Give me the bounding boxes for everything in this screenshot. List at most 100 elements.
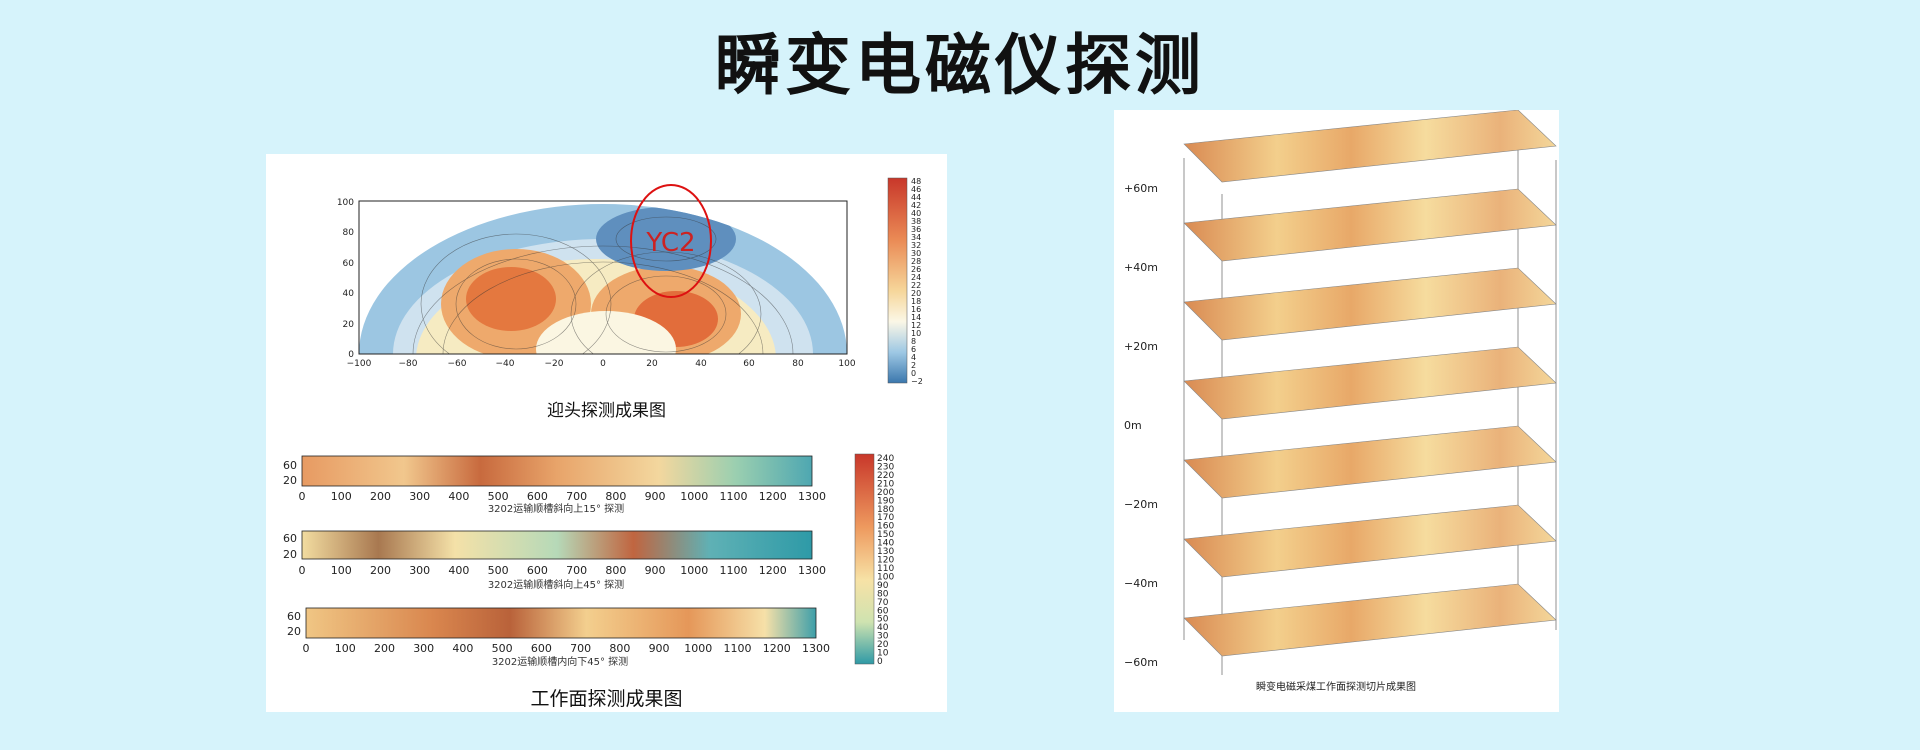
strip-caption: 3202运输顺槽内向下45° 探测: [492, 655, 628, 668]
strip-x-tick: 0: [303, 642, 310, 655]
fan-y-tick: 100: [337, 198, 354, 208]
fan-colorbar-tick: 34: [911, 233, 921, 242]
strip-x-tick: 1200: [759, 564, 787, 577]
fan-colorbar-tick: 6: [911, 345, 916, 354]
strip-colorbar-tick: 230: [877, 462, 894, 472]
fan-x-tick: 0: [600, 359, 606, 369]
fan-colorbar-tick: 16: [911, 305, 921, 314]
strip-caption: 3202运输顺槽斜向上15° 探测: [488, 502, 624, 515]
strip-colorbar-tick: 130: [877, 547, 894, 557]
strip-colorbar-tick: 120: [877, 556, 894, 566]
fan-y-tick: 20: [343, 320, 355, 330]
strip-x-tick: 0: [299, 490, 306, 503]
strip-colorbar-tick: 140: [877, 539, 894, 549]
fan-x-tick: 100: [838, 359, 855, 369]
strip-x-tick: 1100: [720, 564, 748, 577]
strip-x-tick: 100: [331, 564, 352, 577]
strip-plot-3: [305, 607, 817, 639]
fan-x-tick: −100: [347, 359, 372, 369]
fan-x-tick: −80: [399, 359, 418, 369]
strip-colorbar-tick: 20: [877, 640, 889, 650]
strip-colorbar-tick: 170: [877, 513, 894, 523]
fan-colorbar-tick: 44: [911, 193, 921, 202]
strip-x-tick: 100: [335, 642, 356, 655]
strip-colorbar-tick: 70: [877, 598, 889, 608]
strip-y-tick: 60: [287, 610, 301, 623]
fan-colorbar-tick: 32: [911, 241, 921, 250]
fan-x-tick: −40: [496, 359, 515, 369]
strip-colorbar-tick: 210: [877, 479, 894, 489]
fan-x-tick: 60: [743, 359, 755, 369]
strip-x-tick: 100: [331, 490, 352, 503]
strip-x-tick: 200: [374, 642, 395, 655]
fan-colorbar-tick: 48: [911, 177, 921, 186]
strip-x-tick: 500: [488, 490, 509, 503]
strip-x-tick: 500: [492, 642, 513, 655]
strip-x-tick: 1200: [763, 642, 791, 655]
anomaly-circle: [630, 184, 712, 298]
fan-y-tick: 60: [343, 259, 355, 269]
fan-colorbar-tick: 4: [911, 353, 916, 362]
fan-colorbar-tick: 38: [911, 217, 921, 226]
strip-x-tick: 800: [605, 490, 626, 503]
strip-x-tick: 800: [609, 642, 630, 655]
level-label: −40m: [1124, 577, 1158, 590]
strip-x-tick: 700: [570, 642, 591, 655]
strip-x-tick: 1300: [798, 490, 826, 503]
strip-colorbar-tick: 200: [877, 488, 894, 498]
fan-colorbar-tick: 2: [911, 361, 916, 370]
strip-colorbar-tick: 160: [877, 522, 894, 532]
strip-colorbar-tick: 110: [877, 564, 894, 574]
workface-caption: 工作面探测成果图: [530, 688, 683, 710]
fan-plot-caption: 迎头探测成果图: [547, 401, 666, 421]
strip-colorbar-tick: 30: [877, 632, 889, 642]
fan-x-tick: 20: [646, 359, 658, 369]
strip-x-tick: 500: [488, 564, 509, 577]
fan-colorbar-tick: 40: [911, 209, 921, 218]
strip-colorbar-tick: 240: [877, 454, 894, 464]
depth-slice: [1183, 109, 1557, 183]
strip-x-tick: 1100: [724, 642, 752, 655]
fan-colorbar-tick: 28: [911, 257, 921, 266]
strip-x-tick: 600: [527, 490, 548, 503]
strip-colorbar-tick: 150: [877, 530, 894, 540]
fan-colorbar-tick: 36: [911, 225, 921, 234]
strip-plot-1: [301, 455, 813, 487]
fan-colorbar-tick: −2: [911, 377, 923, 386]
strip-x-tick: 800: [605, 564, 626, 577]
level-label: +60m: [1124, 182, 1158, 195]
depth-slice: [1183, 346, 1557, 420]
fan-colorbar-tick: 42: [911, 201, 921, 210]
strip-y-tick: 20: [283, 474, 297, 487]
fan-colorbar-tick: 0: [911, 369, 916, 378]
depth-slice: [1183, 504, 1557, 578]
depth-slice: [1183, 188, 1557, 262]
strip-x-tick: 1000: [684, 642, 712, 655]
fan-y-tick: 0: [348, 350, 354, 360]
fan-colorbar-tick: 18: [911, 297, 921, 306]
strip-colorbar-tick: 10: [877, 649, 889, 659]
level-label: −20m: [1124, 498, 1158, 511]
fan-colorbar-tick: 10: [911, 329, 921, 338]
anomaly-label: YC2: [645, 228, 695, 258]
fan-colorbar-tick: 26: [911, 265, 921, 274]
strip-x-tick: 600: [531, 642, 552, 655]
strip-x-tick: 1000: [680, 564, 708, 577]
strip-x-tick: 200: [370, 564, 391, 577]
fan-colorbar-tick: 14: [911, 313, 921, 322]
level-label: 0m: [1124, 419, 1142, 432]
fan-y-tick: 40: [343, 289, 355, 299]
strip-y-tick: 60: [283, 459, 297, 472]
strip-x-tick: 1300: [802, 642, 830, 655]
page-title: 瞬变电磁仪探测: [715, 26, 1205, 104]
slice-figure: +60m +40m +20m 0m −20m −40m −60m 瞬变电磁采煤工作面探测切片…: [1114, 109, 1559, 712]
depth-slice: [1183, 583, 1557, 657]
depth-slice: [1183, 267, 1557, 341]
strip-x-tick: 1100: [720, 490, 748, 503]
fan-x-tick: 40: [695, 359, 707, 369]
strip-y-tick: 60: [283, 532, 297, 545]
strip-colorbar-tick: 60: [877, 606, 889, 616]
heading-detection-figure: YC2 0 20 40 60 80 100 −100 −80 −60 −40 −…: [266, 154, 947, 712]
strip-x-tick: 700: [566, 490, 587, 503]
strip-x-tick: 1300: [798, 564, 826, 577]
